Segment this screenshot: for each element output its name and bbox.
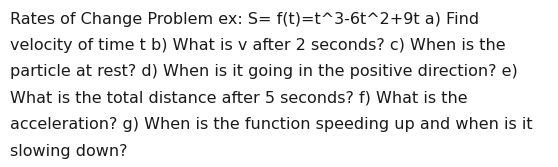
Text: velocity of time t b) What is v after 2 seconds? c) When is the: velocity of time t b) What is v after 2 … bbox=[10, 38, 506, 53]
Text: Rates of Change Problem ex: S= f(t)=t^3-6t^2+9t a) Find: Rates of Change Problem ex: S= f(t)=t^3-… bbox=[10, 12, 479, 27]
Text: particle at rest? d) When is it going in the positive direction? e): particle at rest? d) When is it going in… bbox=[10, 64, 518, 79]
Text: slowing down?: slowing down? bbox=[10, 144, 128, 159]
Text: acceleration? g) When is the function speeding up and when is it: acceleration? g) When is the function sp… bbox=[10, 117, 533, 132]
Text: What is the total distance after 5 seconds? f) What is the: What is the total distance after 5 secon… bbox=[10, 91, 468, 106]
